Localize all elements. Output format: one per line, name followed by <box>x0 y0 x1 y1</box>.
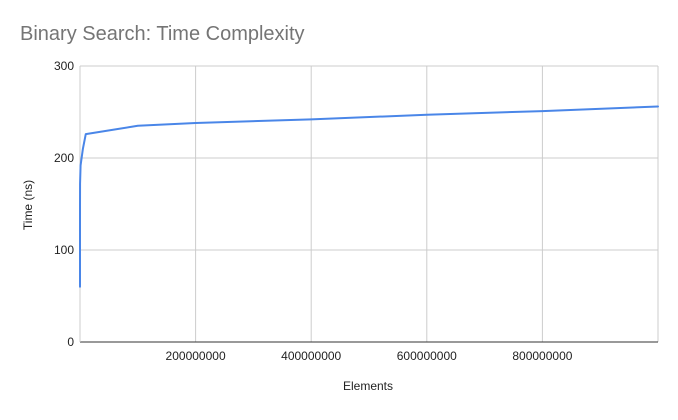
grid-lines <box>80 65 659 342</box>
y-axis-label: Time (ns) <box>21 180 35 230</box>
tick-labels: 0 100 200 300 200000000 400000000 600000000 800… <box>54 59 573 363</box>
x-tick-label: 200000000 <box>166 349 226 363</box>
series-line <box>79 105 659 288</box>
chart-title: Binary Search: Time Complexity <box>20 23 305 45</box>
x-tick-label: 400000000 <box>281 349 341 363</box>
y-tick-label: 200 <box>54 151 74 165</box>
axes <box>79 66 658 343</box>
series-layer <box>79 105 659 288</box>
y-tick-label: 0 <box>67 335 74 349</box>
x-tick-label: 800000000 <box>512 349 572 363</box>
y-tick-label: 100 <box>54 243 74 257</box>
x-axis-label: Elements <box>343 379 393 393</box>
y-tick-label: 300 <box>54 59 74 73</box>
x-tick-label: 600000000 <box>397 349 457 363</box>
